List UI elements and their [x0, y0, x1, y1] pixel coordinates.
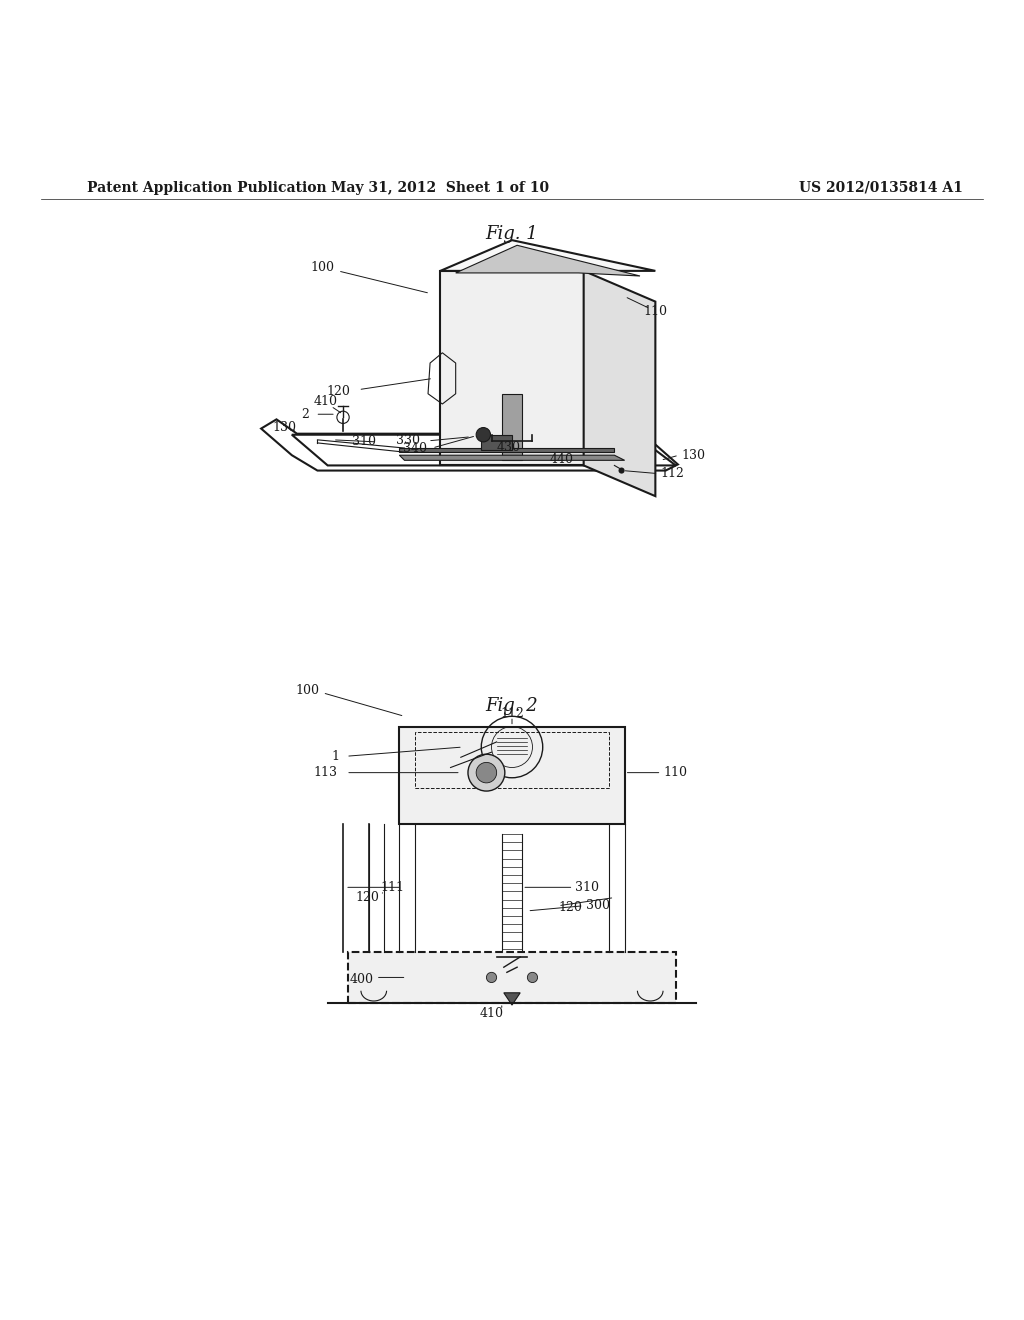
- Text: 100: 100: [295, 684, 319, 697]
- Text: 100: 100: [310, 261, 335, 275]
- Circle shape: [476, 763, 497, 783]
- Bar: [399, 726, 625, 824]
- Bar: [415, 731, 609, 788]
- Polygon shape: [504, 993, 520, 1005]
- Polygon shape: [399, 455, 625, 461]
- Polygon shape: [399, 447, 614, 453]
- Polygon shape: [502, 393, 522, 461]
- Text: 112: 112: [660, 467, 684, 480]
- Circle shape: [618, 467, 625, 474]
- Text: 410: 410: [479, 1007, 504, 1020]
- Text: 310: 310: [351, 436, 376, 449]
- Circle shape: [527, 973, 538, 982]
- Text: 1: 1: [332, 750, 340, 763]
- Text: 110: 110: [643, 305, 668, 318]
- Circle shape: [486, 973, 497, 982]
- Text: 340: 340: [402, 441, 427, 454]
- Text: 410: 410: [313, 396, 338, 408]
- Polygon shape: [440, 271, 584, 466]
- Polygon shape: [440, 240, 655, 271]
- Text: 400: 400: [350, 973, 374, 986]
- Polygon shape: [456, 246, 640, 276]
- Bar: [348, 952, 676, 1003]
- Text: 130: 130: [681, 449, 705, 462]
- Text: May 31, 2012  Sheet 1 of 10: May 31, 2012 Sheet 1 of 10: [331, 181, 550, 195]
- Polygon shape: [584, 271, 655, 496]
- Text: US 2012/0135814 A1: US 2012/0135814 A1: [799, 181, 963, 195]
- Text: 440: 440: [549, 453, 573, 466]
- Text: Patent Application Publication: Patent Application Publication: [87, 181, 327, 195]
- Text: Fig. 1: Fig. 1: [485, 224, 539, 243]
- Text: 113: 113: [313, 766, 338, 779]
- Text: 110: 110: [664, 766, 687, 779]
- Bar: [481, 434, 512, 450]
- Text: 310: 310: [575, 880, 599, 894]
- Text: 120: 120: [558, 902, 582, 915]
- Text: 120: 120: [355, 891, 379, 904]
- Circle shape: [468, 754, 505, 791]
- Text: 120: 120: [326, 385, 350, 399]
- Text: 130: 130: [272, 421, 297, 434]
- Text: 430: 430: [497, 441, 521, 454]
- Text: 330: 330: [395, 434, 420, 447]
- Text: 111: 111: [381, 880, 404, 894]
- Circle shape: [476, 428, 490, 442]
- Text: 300: 300: [586, 899, 609, 912]
- Text: Fig. 2: Fig. 2: [485, 697, 539, 715]
- Text: 112: 112: [500, 706, 524, 719]
- Text: 2: 2: [301, 408, 309, 421]
